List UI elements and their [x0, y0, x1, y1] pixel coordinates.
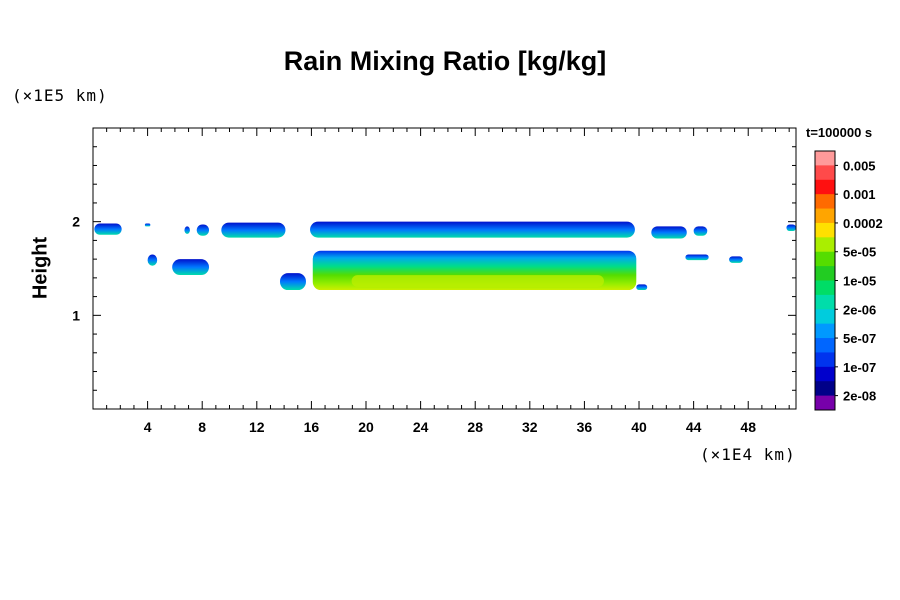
- contour-region-1: [94, 223, 122, 235]
- x-tick-label: 32: [522, 419, 538, 435]
- contour-region-15: [729, 256, 743, 263]
- colorbar-label: 0.001: [843, 187, 876, 202]
- colorbar-swatch: [815, 294, 835, 310]
- colorbar-swatch: [815, 309, 835, 325]
- contour-region-12: [651, 226, 687, 239]
- colorbar-swatch: [815, 338, 835, 353]
- contour-region-5: [184, 226, 190, 234]
- colorbar-swatch: [815, 381, 835, 397]
- colorbar-swatch: [815, 208, 835, 224]
- colorbar-swatch: [815, 194, 835, 210]
- colorbar-swatch: [815, 352, 835, 368]
- contour-region-2: [144, 223, 151, 227]
- time-label: t=100000 s: [806, 125, 873, 140]
- colorbar-swatch: [815, 222, 835, 238]
- colorbar: 0.005 0.001 0.0002 5e-05 1e-05 2e-06 5e-07 1e-0…: [814, 150, 883, 411]
- colorbar-label: 1e-05: [843, 274, 876, 289]
- x-tick-label: 44: [686, 419, 702, 435]
- chart-title: Rain Mixing Ratio [kg/kg]: [283, 46, 607, 76]
- colorbar-label: 1e-07: [843, 360, 876, 375]
- x-tick-label: 48: [740, 419, 756, 435]
- plot-frame: [92, 127, 797, 410]
- colorbar-label: 2e-08: [843, 389, 876, 404]
- contour-region-7: [221, 222, 286, 238]
- x-tick-label: 8: [198, 419, 206, 435]
- colorbar-swatch: [815, 323, 835, 339]
- contour-region-14: [685, 254, 709, 261]
- contour-layer: [94, 221, 796, 291]
- x-tick-label: 28: [467, 419, 483, 435]
- colorbar-swatch: [815, 266, 835, 281]
- colorbar-swatch: [815, 251, 835, 267]
- contour-region-16: [786, 224, 796, 232]
- colorbar-label: 5e-05: [843, 245, 876, 260]
- contour-region-11: [636, 284, 648, 291]
- x-tick-label: 16: [304, 419, 320, 435]
- y-axis-unit: (×1E5 km): [12, 86, 108, 105]
- colorbar-swatch: [815, 237, 835, 253]
- contour-region-9: [280, 273, 306, 291]
- contour-region-8: [310, 221, 635, 238]
- colorbar-label: 2e-06: [843, 302, 876, 317]
- x-tick-label: 20: [358, 419, 374, 435]
- colorbar-label: 5e-07: [843, 331, 876, 346]
- x-tick-label: 12: [249, 419, 265, 435]
- colorbar-swatch: [815, 280, 835, 296]
- contour-region-3: [147, 254, 158, 266]
- y-tick-label: 2: [72, 214, 80, 230]
- x-axis-unit: (×1E4 km): [700, 445, 796, 464]
- colorbar-label: 0.005: [843, 158, 876, 173]
- colorbar-swatch: [815, 395, 835, 411]
- x-tick-label: 40: [631, 419, 647, 435]
- colorbar-swatch: [815, 179, 835, 195]
- y-tick-label: 1: [72, 307, 80, 323]
- contour-core-10: [351, 275, 604, 287]
- colorbar-swatch: [815, 151, 835, 166]
- contour-region-4: [172, 259, 210, 276]
- colorbar-label: 0.0002: [843, 216, 883, 231]
- x-tick-label: 24: [413, 419, 429, 435]
- x-tick-label: 36: [577, 419, 593, 435]
- colorbar-swatch: [815, 366, 835, 382]
- contour-region-13: [693, 226, 708, 236]
- colorbar-swatch: [815, 165, 835, 181]
- contour-region-6: [196, 224, 210, 236]
- x-tick-label: 4: [144, 419, 152, 435]
